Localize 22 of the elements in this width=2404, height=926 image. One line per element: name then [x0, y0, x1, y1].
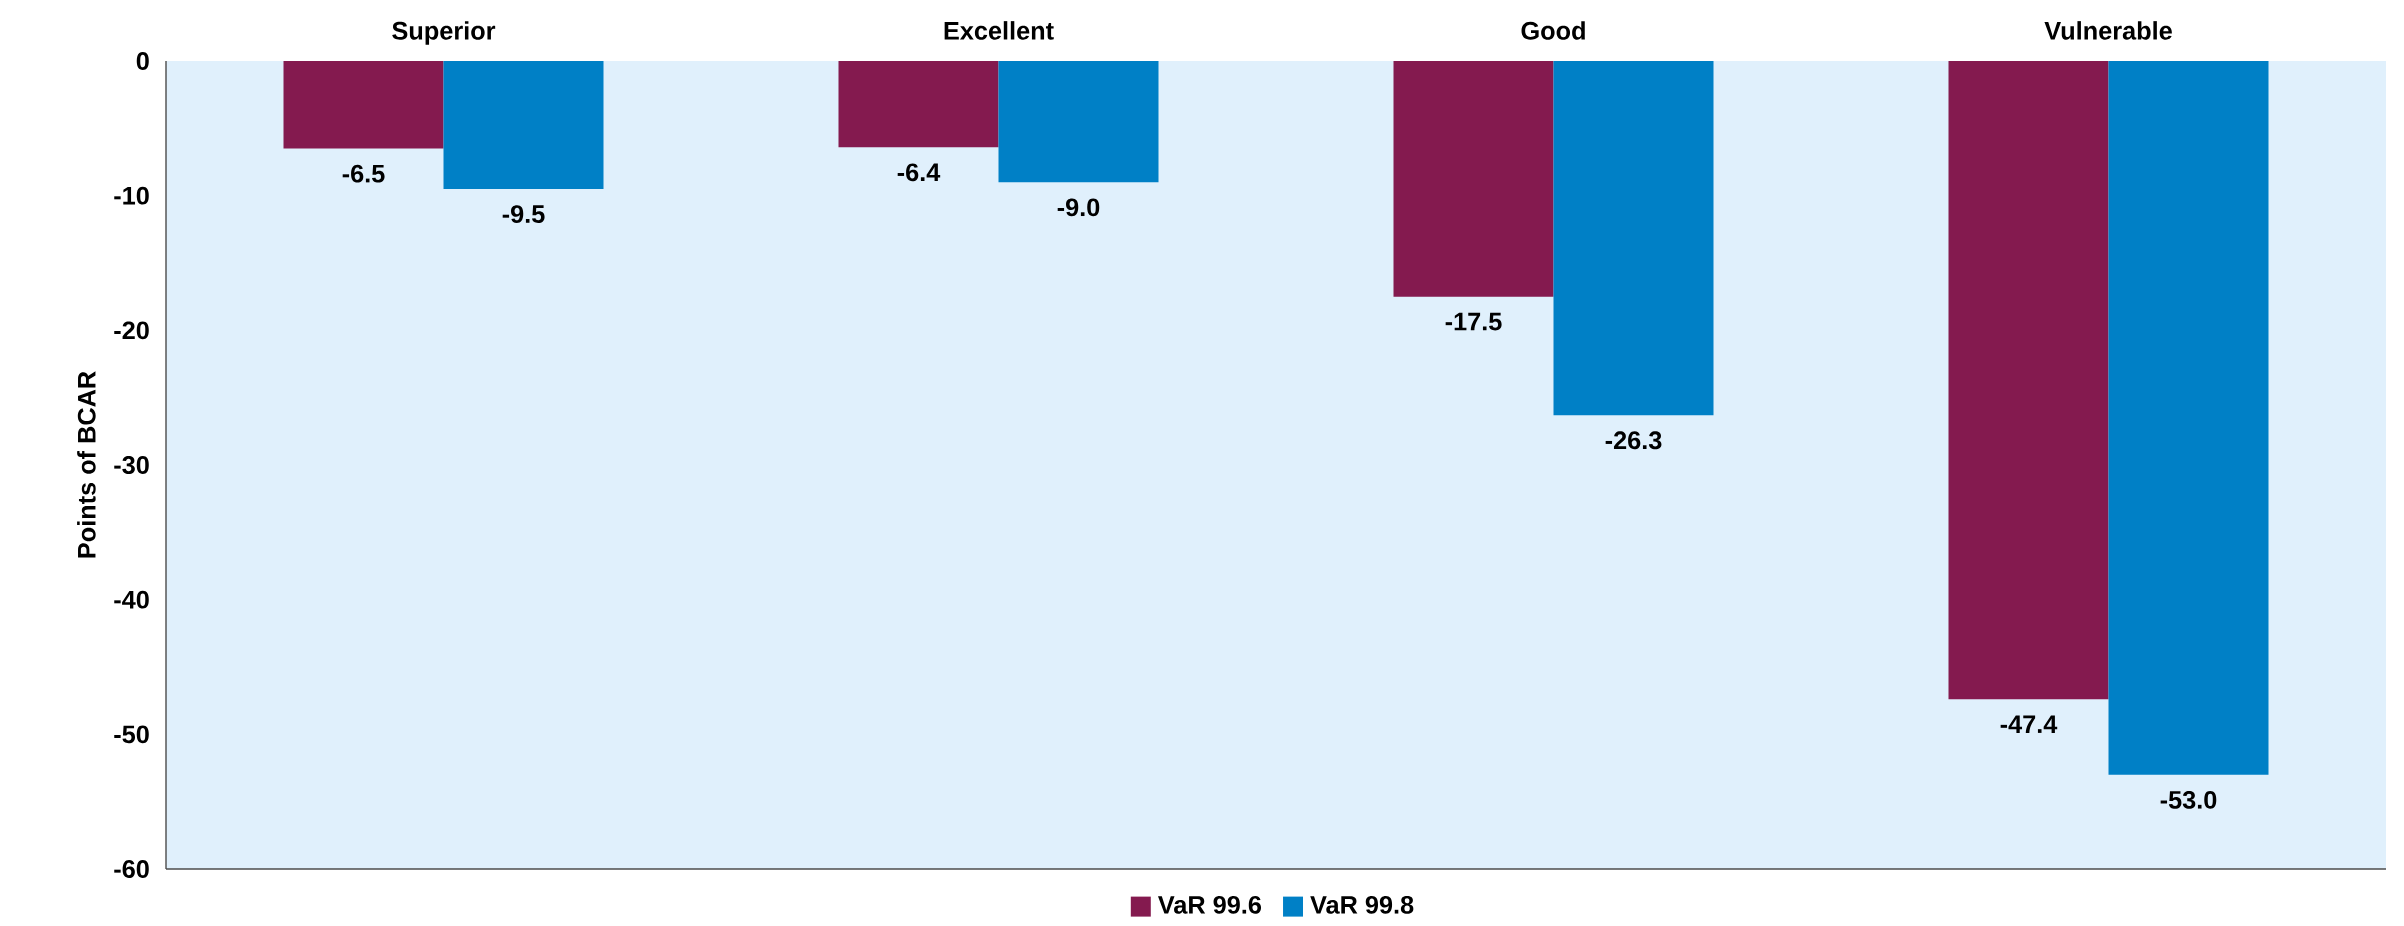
- y-tick-label: -20: [114, 321, 149, 340]
- y-tick-label: -40: [114, 590, 149, 609]
- data-label: -9.0: [1057, 198, 1100, 217]
- data-label: -6.5: [342, 164, 385, 183]
- data-label: -26.3: [1605, 431, 1662, 450]
- y-tick-label: -10: [114, 186, 149, 205]
- legend-label: VaR 99.8: [1310, 895, 1414, 914]
- y-axis-title: Points of BCAR: [77, 371, 96, 558]
- data-label: -53.0: [2160, 790, 2217, 809]
- data-label: -6.4: [897, 163, 941, 182]
- x-tick-label: Good: [1521, 21, 1585, 40]
- y-tick-label: -30: [114, 456, 149, 474]
- data-label: -47.4: [2000, 715, 2058, 733]
- y-tick-label: -60: [114, 860, 149, 878]
- y-tick-label: 0: [136, 52, 149, 70]
- y-tick-label: -50: [114, 725, 149, 744]
- data-label: -9.5: [502, 205, 545, 223]
- data-label: -17.5: [1445, 312, 1502, 331]
- x-tick-label: Superior: [392, 21, 496, 45]
- x-tick-label: Excellent: [944, 21, 1054, 40]
- x-tick-label: Vulnerable: [2044, 21, 2172, 40]
- legend-label: VaR 99.6: [1158, 895, 1262, 914]
